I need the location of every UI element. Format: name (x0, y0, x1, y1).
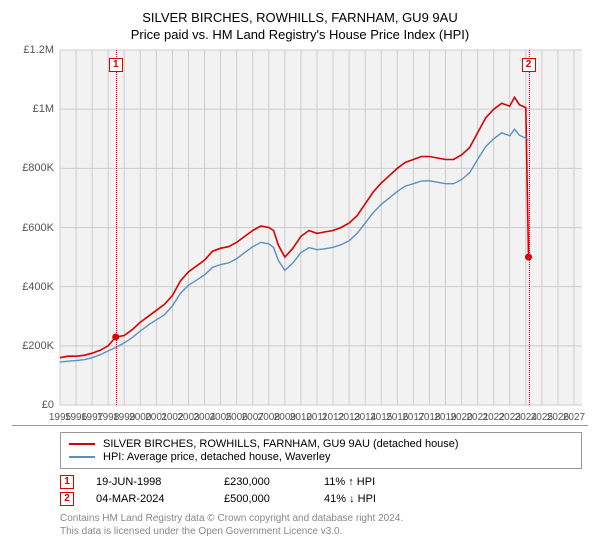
legend-label: SILVER BIRCHES, ROWHILLS, FARNHAM, GU9 9… (103, 438, 459, 450)
chart-area: £0£200K£400K£600K£800K£1M£1.2M 12 199519… (12, 50, 588, 426)
marker-box-2: 2 (522, 58, 536, 72)
y-tick-label: £1M (33, 103, 54, 115)
marker-change: 41% ↓ HPI (324, 493, 444, 505)
marker-price: £230,000 (224, 476, 324, 488)
legend-row-hpi: HPI: Average price, detached house, Wave… (69, 451, 573, 463)
chart-title-main: SILVER BIRCHES, ROWHILLS, FARNHAM, GU9 9… (12, 10, 588, 25)
attribution: Contains HM Land Registry data © Crown c… (60, 512, 588, 538)
marker-row-1: 1 19-JUN-1998£230,00011% ↑ HPI (60, 475, 588, 489)
marker-date: 19-JUN-1998 (96, 476, 224, 488)
marker-box-1: 1 (109, 58, 123, 72)
marker-row-2: 2 04-MAR-2024£500,00041% ↓ HPI (60, 492, 588, 506)
series-svg (60, 50, 582, 405)
y-tick-label: £1.2M (23, 44, 54, 56)
plot-region: 12 (60, 50, 582, 405)
chart-title-sub: Price paid vs. HM Land Registry's House … (12, 27, 588, 42)
marker-date: 04-MAR-2024 (96, 493, 224, 505)
y-tick-label: £200K (22, 340, 54, 352)
y-axis: £0£200K£400K£600K£800K£1M£1.2M (12, 50, 58, 405)
legend-box: SILVER BIRCHES, ROWHILLS, FARNHAM, GU9 9… (60, 432, 582, 469)
attribution-line-1: Contains HM Land Registry data © Crown c… (60, 512, 588, 525)
series-price_paid (60, 97, 529, 357)
y-tick-label: £0 (42, 399, 54, 411)
legend-swatch (69, 443, 95, 445)
legend-row-price_paid: SILVER BIRCHES, ROWHILLS, FARNHAM, GU9 9… (69, 438, 573, 450)
x-tick-label: 2027 (563, 412, 585, 423)
y-tick-label: £400K (22, 281, 54, 293)
x-axis: 1995199619971998199920002001200220032004… (60, 405, 582, 425)
attribution-line-2: This data is licensed under the Open Gov… (60, 525, 588, 538)
y-tick-label: £600K (22, 222, 54, 234)
legend-label: HPI: Average price, detached house, Wave… (103, 451, 330, 463)
legend-swatch (69, 456, 95, 458)
title-block: SILVER BIRCHES, ROWHILLS, FARNHAM, GU9 9… (12, 10, 588, 42)
marker-change: 11% ↑ HPI (324, 476, 444, 488)
vertical-marker-1 (116, 50, 117, 405)
chart-container: SILVER BIRCHES, ROWHILLS, FARNHAM, GU9 9… (0, 0, 600, 560)
y-tick-label: £800K (22, 162, 54, 174)
marker-id-box: 2 (60, 492, 74, 506)
marker-table: 1 19-JUN-1998£230,00011% ↑ HPI 2 04-MAR-202… (60, 475, 588, 506)
marker-price: £500,000 (224, 493, 324, 505)
marker-id-box: 1 (60, 475, 74, 489)
vertical-marker-2 (529, 50, 530, 405)
